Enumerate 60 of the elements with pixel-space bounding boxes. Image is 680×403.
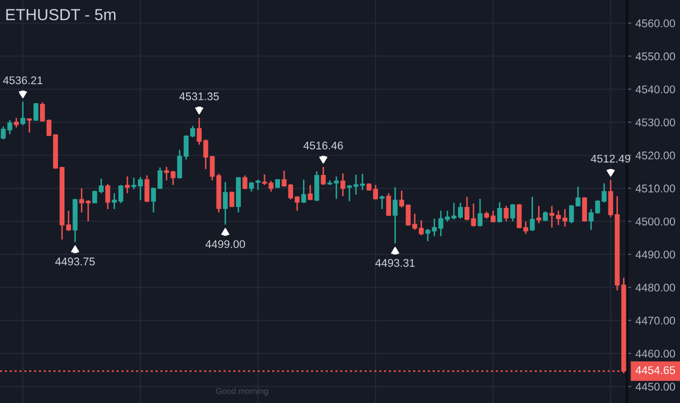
candlestick [242,174,248,190]
y-tick-label: 4510.00 [636,184,676,192]
candlestick [92,190,98,204]
candlestick [497,201,502,224]
candlestick [536,205,542,224]
candlestick [196,117,202,146]
y-tick-label: 4470.00 [636,316,676,325]
candlestick [386,192,392,217]
annotation: 4536.21 [3,76,42,84]
candlestick [118,184,124,204]
chart-title: ETHUSDT - 5m [6,8,116,20]
y-tick-label: 4490.00 [636,250,676,258]
candlestick [418,220,424,236]
y-tick-label: 4500.00 [636,218,676,226]
annotation: 4516.46 [303,142,343,150]
candlestick [320,166,326,186]
candlestick [340,172,346,197]
y-tick-label: 4450.00 [636,382,676,391]
candlestick [7,120,12,135]
y-tick-label: 4550.00 [636,52,676,60]
candlestick [510,203,516,222]
y-tick-label: 4460.00 [636,350,676,358]
annotation: 4499.00 [206,240,245,248]
y-tick-label: 4540.00 [636,85,676,94]
candlestick [210,155,215,182]
candlestick [542,210,548,222]
candlestick [399,190,404,208]
candlestick [222,181,228,226]
annotation: 4531.35 [179,92,219,100]
candlestick [516,203,522,229]
candlestick [98,178,104,194]
candlestick [608,179,614,218]
candlestick [0,126,6,140]
candlestick [229,190,234,208]
candlestick [20,101,26,126]
candlestick [478,198,482,228]
candlestick [105,183,110,210]
candlestick [275,178,280,189]
candlestick [504,205,509,222]
candlestick [308,184,313,201]
candlestick [301,179,306,204]
candlestick [392,186,398,244]
candlestick [144,174,150,203]
annotation: 4493.75 [55,258,95,266]
candlestick [124,176,130,194]
candlestick [582,196,587,222]
candlestick [530,196,535,232]
y-tick-label: 4480.00 [636,284,676,292]
candlestick [203,138,208,170]
annotation: 4493.31 [375,258,415,267]
candlestick [14,117,19,128]
ref-line-label: 4454.65 [636,366,676,374]
y-tick-label: 4560.00 [636,19,676,28]
y-tick-label: 4530.00 [636,118,676,126]
candlestick [33,102,38,122]
y-tick-label: 4520.00 [636,152,676,160]
candlestick [380,194,385,210]
annotation: 4512.49 [590,154,630,163]
candlestick [26,118,32,134]
candlestick [523,220,528,235]
